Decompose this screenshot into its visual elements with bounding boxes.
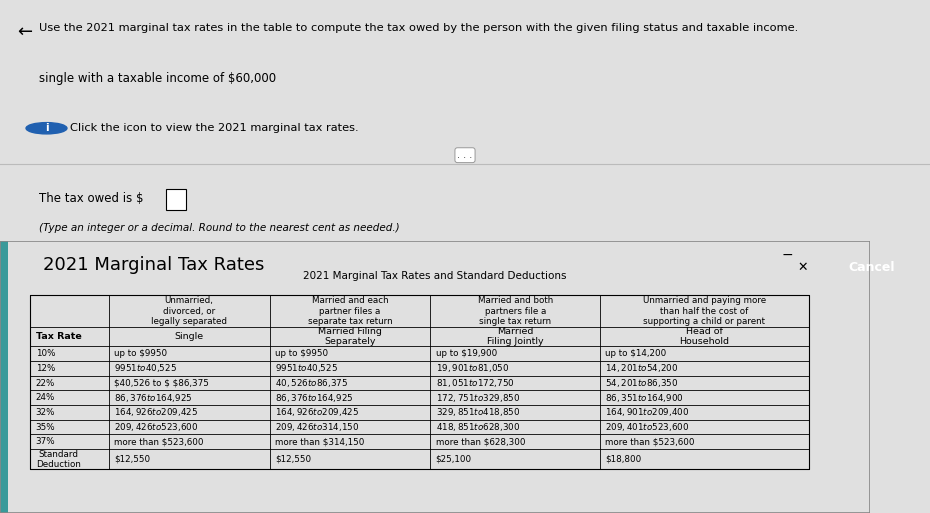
Text: $14,201 to $54,200: $14,201 to $54,200 (605, 362, 678, 374)
Text: −: − (781, 248, 792, 262)
Text: $40,526 to $86,375: $40,526 to $86,375 (274, 377, 348, 389)
Text: $9951 to $40,525: $9951 to $40,525 (113, 362, 177, 374)
Text: 2021 Marginal Tax Rates and Standard Deductions: 2021 Marginal Tax Rates and Standard Ded… (303, 270, 566, 281)
Text: $172,751 to $329,850: $172,751 to $329,850 (435, 392, 520, 404)
Text: $164,901 to $209,400: $164,901 to $209,400 (605, 406, 689, 419)
Text: The tax owed is $: The tax owed is $ (39, 192, 143, 205)
Text: i: i (45, 123, 48, 133)
Text: 37%: 37% (35, 437, 55, 446)
Text: Unmarried and paying more
than half the cost of
supporting a child or parent: Unmarried and paying more than half the … (643, 296, 766, 326)
Text: 2021 Marginal Tax Rates: 2021 Marginal Tax Rates (44, 256, 265, 274)
Text: $209,401 to $523,600: $209,401 to $523,600 (605, 421, 689, 433)
Text: up to $9950: up to $9950 (113, 349, 167, 358)
Text: more than $523,600: more than $523,600 (605, 437, 695, 446)
Text: Head of
Household: Head of Household (679, 327, 729, 346)
Text: 32%: 32% (35, 408, 55, 417)
Text: $18,800: $18,800 (605, 455, 642, 464)
Text: $86,351 to $164,900: $86,351 to $164,900 (605, 392, 684, 404)
Circle shape (26, 123, 67, 134)
Text: (Type an integer or a decimal. Round to the nearest cent as needed.): (Type an integer or a decimal. Round to … (39, 223, 400, 233)
Text: Unmarried,
divorced, or
legally separated: Unmarried, divorced, or legally separate… (152, 296, 227, 326)
Text: Married Filing
Separately: Married Filing Separately (318, 327, 382, 346)
Text: Tax Rate: Tax Rate (35, 332, 82, 341)
FancyBboxPatch shape (166, 189, 186, 210)
Text: 12%: 12% (35, 364, 55, 373)
Text: $81,051 to $172,750: $81,051 to $172,750 (435, 377, 514, 389)
Text: Standard
Deduction: Standard Deduction (35, 449, 81, 469)
Text: 10%: 10% (35, 349, 55, 358)
Text: more than $314,150: more than $314,150 (274, 437, 365, 446)
Text: $209,426 to $523,600: $209,426 to $523,600 (113, 421, 198, 433)
Text: . . .: . . . (458, 150, 472, 160)
Text: Married
Filing Jointly: Married Filing Jointly (487, 327, 543, 346)
Text: $329,851 to $418,850: $329,851 to $418,850 (435, 406, 520, 419)
Text: ←: ← (17, 23, 32, 41)
Text: ✕: ✕ (797, 261, 808, 274)
Text: up to $9950: up to $9950 (274, 349, 328, 358)
Text: $86,376 to $164,925: $86,376 to $164,925 (113, 392, 193, 404)
Text: more than $523,600: more than $523,600 (113, 437, 204, 446)
Text: up to $14,200: up to $14,200 (605, 349, 667, 358)
Text: Married and each
partner files a
separate tax return: Married and each partner files a separat… (308, 296, 392, 326)
FancyBboxPatch shape (0, 241, 7, 513)
Text: $86,376 to $164,925: $86,376 to $164,925 (274, 392, 353, 404)
Text: up to $19,900: up to $19,900 (435, 349, 497, 358)
Text: Married and both
partners file a
single tax return: Married and both partners file a single … (478, 296, 552, 326)
Text: $40,526 to $ $86,375: $40,526 to $ $86,375 (113, 379, 209, 387)
Text: $418,851 to $628,300: $418,851 to $628,300 (435, 421, 520, 433)
Text: $209,426 to $314,150: $209,426 to $314,150 (274, 421, 359, 433)
Text: Cancel: Cancel (848, 262, 895, 274)
Text: $9951 to $40,525: $9951 to $40,525 (274, 362, 338, 374)
Text: 22%: 22% (35, 379, 55, 387)
Text: 24%: 24% (35, 393, 55, 402)
Text: 35%: 35% (35, 423, 55, 431)
Text: more than $628,300: more than $628,300 (435, 437, 525, 446)
Text: $164,926 to $209,425: $164,926 to $209,425 (274, 406, 359, 419)
Text: $12,550: $12,550 (274, 455, 311, 464)
Text: $12,550: $12,550 (113, 455, 150, 464)
Text: $25,100: $25,100 (435, 455, 472, 464)
Text: $19,901 to $81,050: $19,901 to $81,050 (435, 362, 509, 374)
Text: single with a taxable income of $60,000: single with a taxable income of $60,000 (39, 72, 276, 85)
Text: Use the 2021 marginal tax rates in the table to compute the tax owed by the pers: Use the 2021 marginal tax rates in the t… (39, 23, 798, 33)
Text: $164,926 to $209,425: $164,926 to $209,425 (113, 406, 198, 419)
Text: $54,201 to $86,350: $54,201 to $86,350 (605, 377, 678, 389)
Text: Single: Single (175, 332, 204, 341)
Text: Click the icon to view the 2021 marginal tax rates.: Click the icon to view the 2021 marginal… (70, 123, 358, 133)
